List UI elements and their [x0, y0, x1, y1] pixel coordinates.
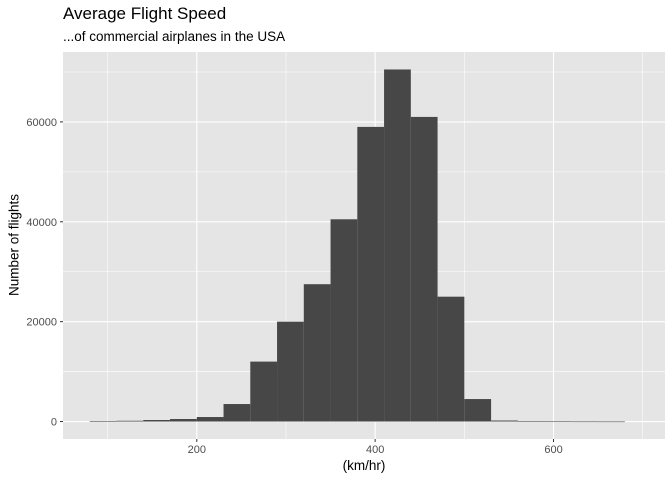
chart-subtitle: ...of commercial airplanes in the USA — [63, 29, 286, 44]
histogram-bar — [571, 421, 599, 423]
y-tick-label: 0 — [51, 417, 57, 429]
histogram-bar — [544, 421, 572, 423]
histogram-bar — [250, 361, 278, 422]
histogram-bar — [143, 420, 171, 422]
histogram-bar — [410, 116, 438, 422]
histogram-bar — [330, 219, 358, 422]
y-axis-label: Number of flights — [6, 193, 22, 297]
x-tick-label: 400 — [366, 444, 384, 456]
histogram-bar — [89, 421, 117, 422]
y-tick-label: 20000 — [26, 317, 57, 329]
x-tick-label: 200 — [188, 444, 206, 456]
y-tick-label: 40000 — [26, 217, 57, 229]
histogram-bar — [357, 126, 385, 422]
histogram-bar — [384, 69, 411, 422]
histogram-bar — [598, 421, 625, 423]
histogram-bar — [464, 399, 492, 422]
histogram-bar — [303, 284, 331, 422]
histogram-bar — [491, 420, 518, 422]
histogram-bar — [277, 321, 304, 422]
x-axis-label: (km/hr) — [342, 458, 386, 473]
y-tick-label: 60000 — [26, 117, 57, 129]
histogram-bar — [170, 419, 197, 422]
histogram-bar — [196, 417, 224, 422]
histogram-bar — [517, 421, 545, 422]
histogram-bar — [116, 420, 144, 422]
histogram-bar — [223, 404, 251, 422]
chart-title: Average Flight Speed — [63, 4, 227, 23]
histogram-bar — [437, 296, 465, 422]
x-tick-label: 600 — [544, 444, 562, 456]
